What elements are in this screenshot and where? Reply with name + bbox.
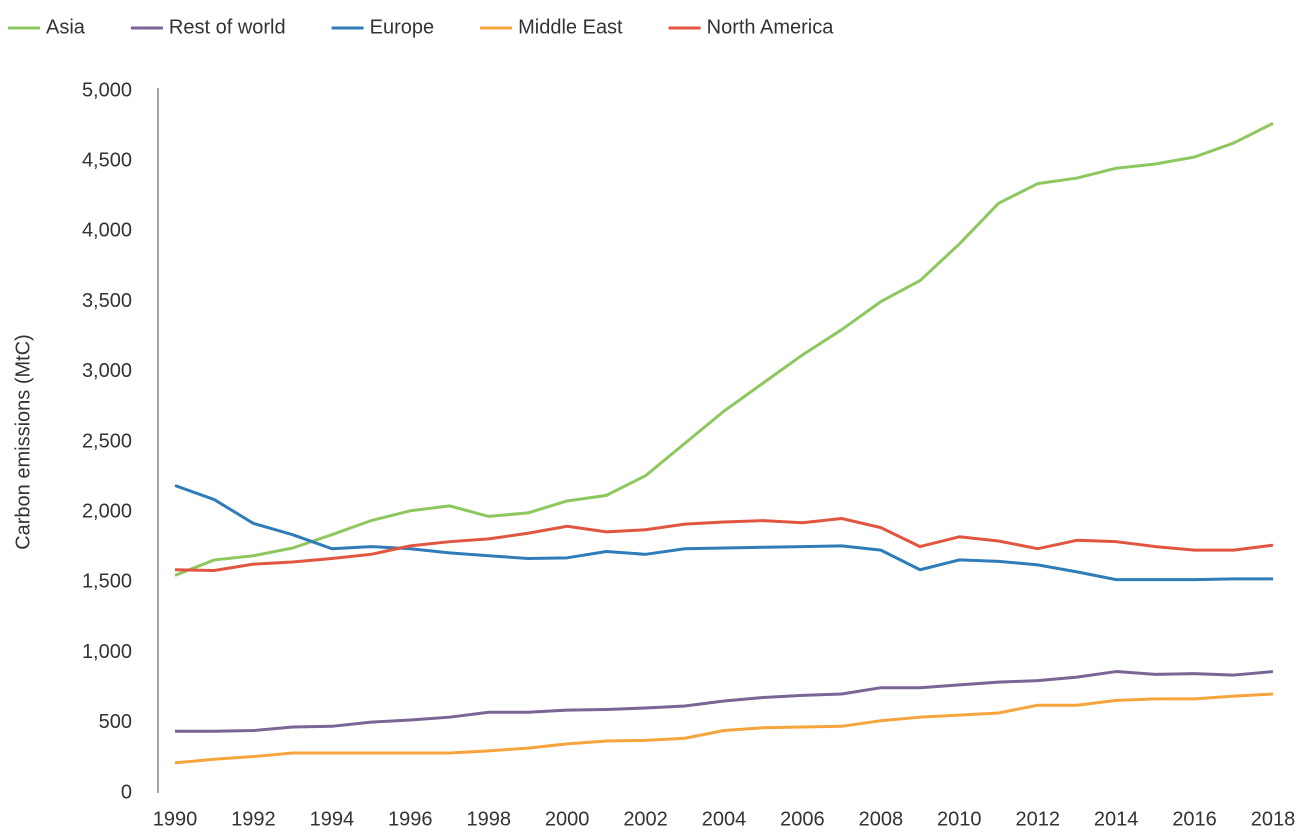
x-tick-label: 2000 <box>545 808 590 830</box>
y-tick-label: 4,000 <box>82 220 132 242</box>
y-tick-label: 3,500 <box>82 290 132 312</box>
series-line <box>174 484 1273 582</box>
y-tick-label: 1,500 <box>82 571 132 593</box>
y-tick-label: 500 <box>99 711 132 733</box>
y-tick-label: 3,000 <box>82 360 132 382</box>
legend-label: Middle East <box>518 16 623 38</box>
y-tick-label: 0 <box>121 781 132 803</box>
y-tick-label: 5,000 <box>82 79 132 101</box>
y-tick-label: 1,000 <box>82 641 132 663</box>
x-tick-label: 1990 <box>153 808 198 830</box>
y-tick-label: 4,500 <box>82 149 132 171</box>
legend-label: Asia <box>46 16 86 38</box>
series-line <box>175 670 1274 733</box>
series-line <box>174 517 1274 572</box>
y-tick-label: 2,500 <box>82 430 132 452</box>
x-tick-label: 1994 <box>310 808 355 830</box>
legend-label: Rest of world <box>169 16 286 38</box>
legend-label: North America <box>707 16 835 38</box>
x-tick-label: 2010 <box>937 808 982 830</box>
x-tick-label: 2012 <box>1015 808 1060 830</box>
x-tick-label: 1998 <box>466 808 511 830</box>
x-tick-label: 2004 <box>702 808 747 830</box>
series-line <box>174 692 1274 765</box>
x-tick-label: 2014 <box>1094 808 1139 830</box>
x-tick-label: 1992 <box>231 808 276 830</box>
legend-label: Europe <box>370 16 435 38</box>
x-tick-label: 2016 <box>1172 808 1217 830</box>
x-tick-label: 2002 <box>623 808 668 830</box>
x-tick-label: 2008 <box>859 808 904 830</box>
y-tick-label: 2,000 <box>82 500 132 522</box>
x-tick-label: 2006 <box>780 808 825 830</box>
series-line <box>174 121 1274 577</box>
x-tick-label: 2018 <box>1251 808 1296 830</box>
x-tick-label: 1996 <box>388 808 433 830</box>
y-axis-label: Carbon emissions (MtC) <box>12 334 34 550</box>
